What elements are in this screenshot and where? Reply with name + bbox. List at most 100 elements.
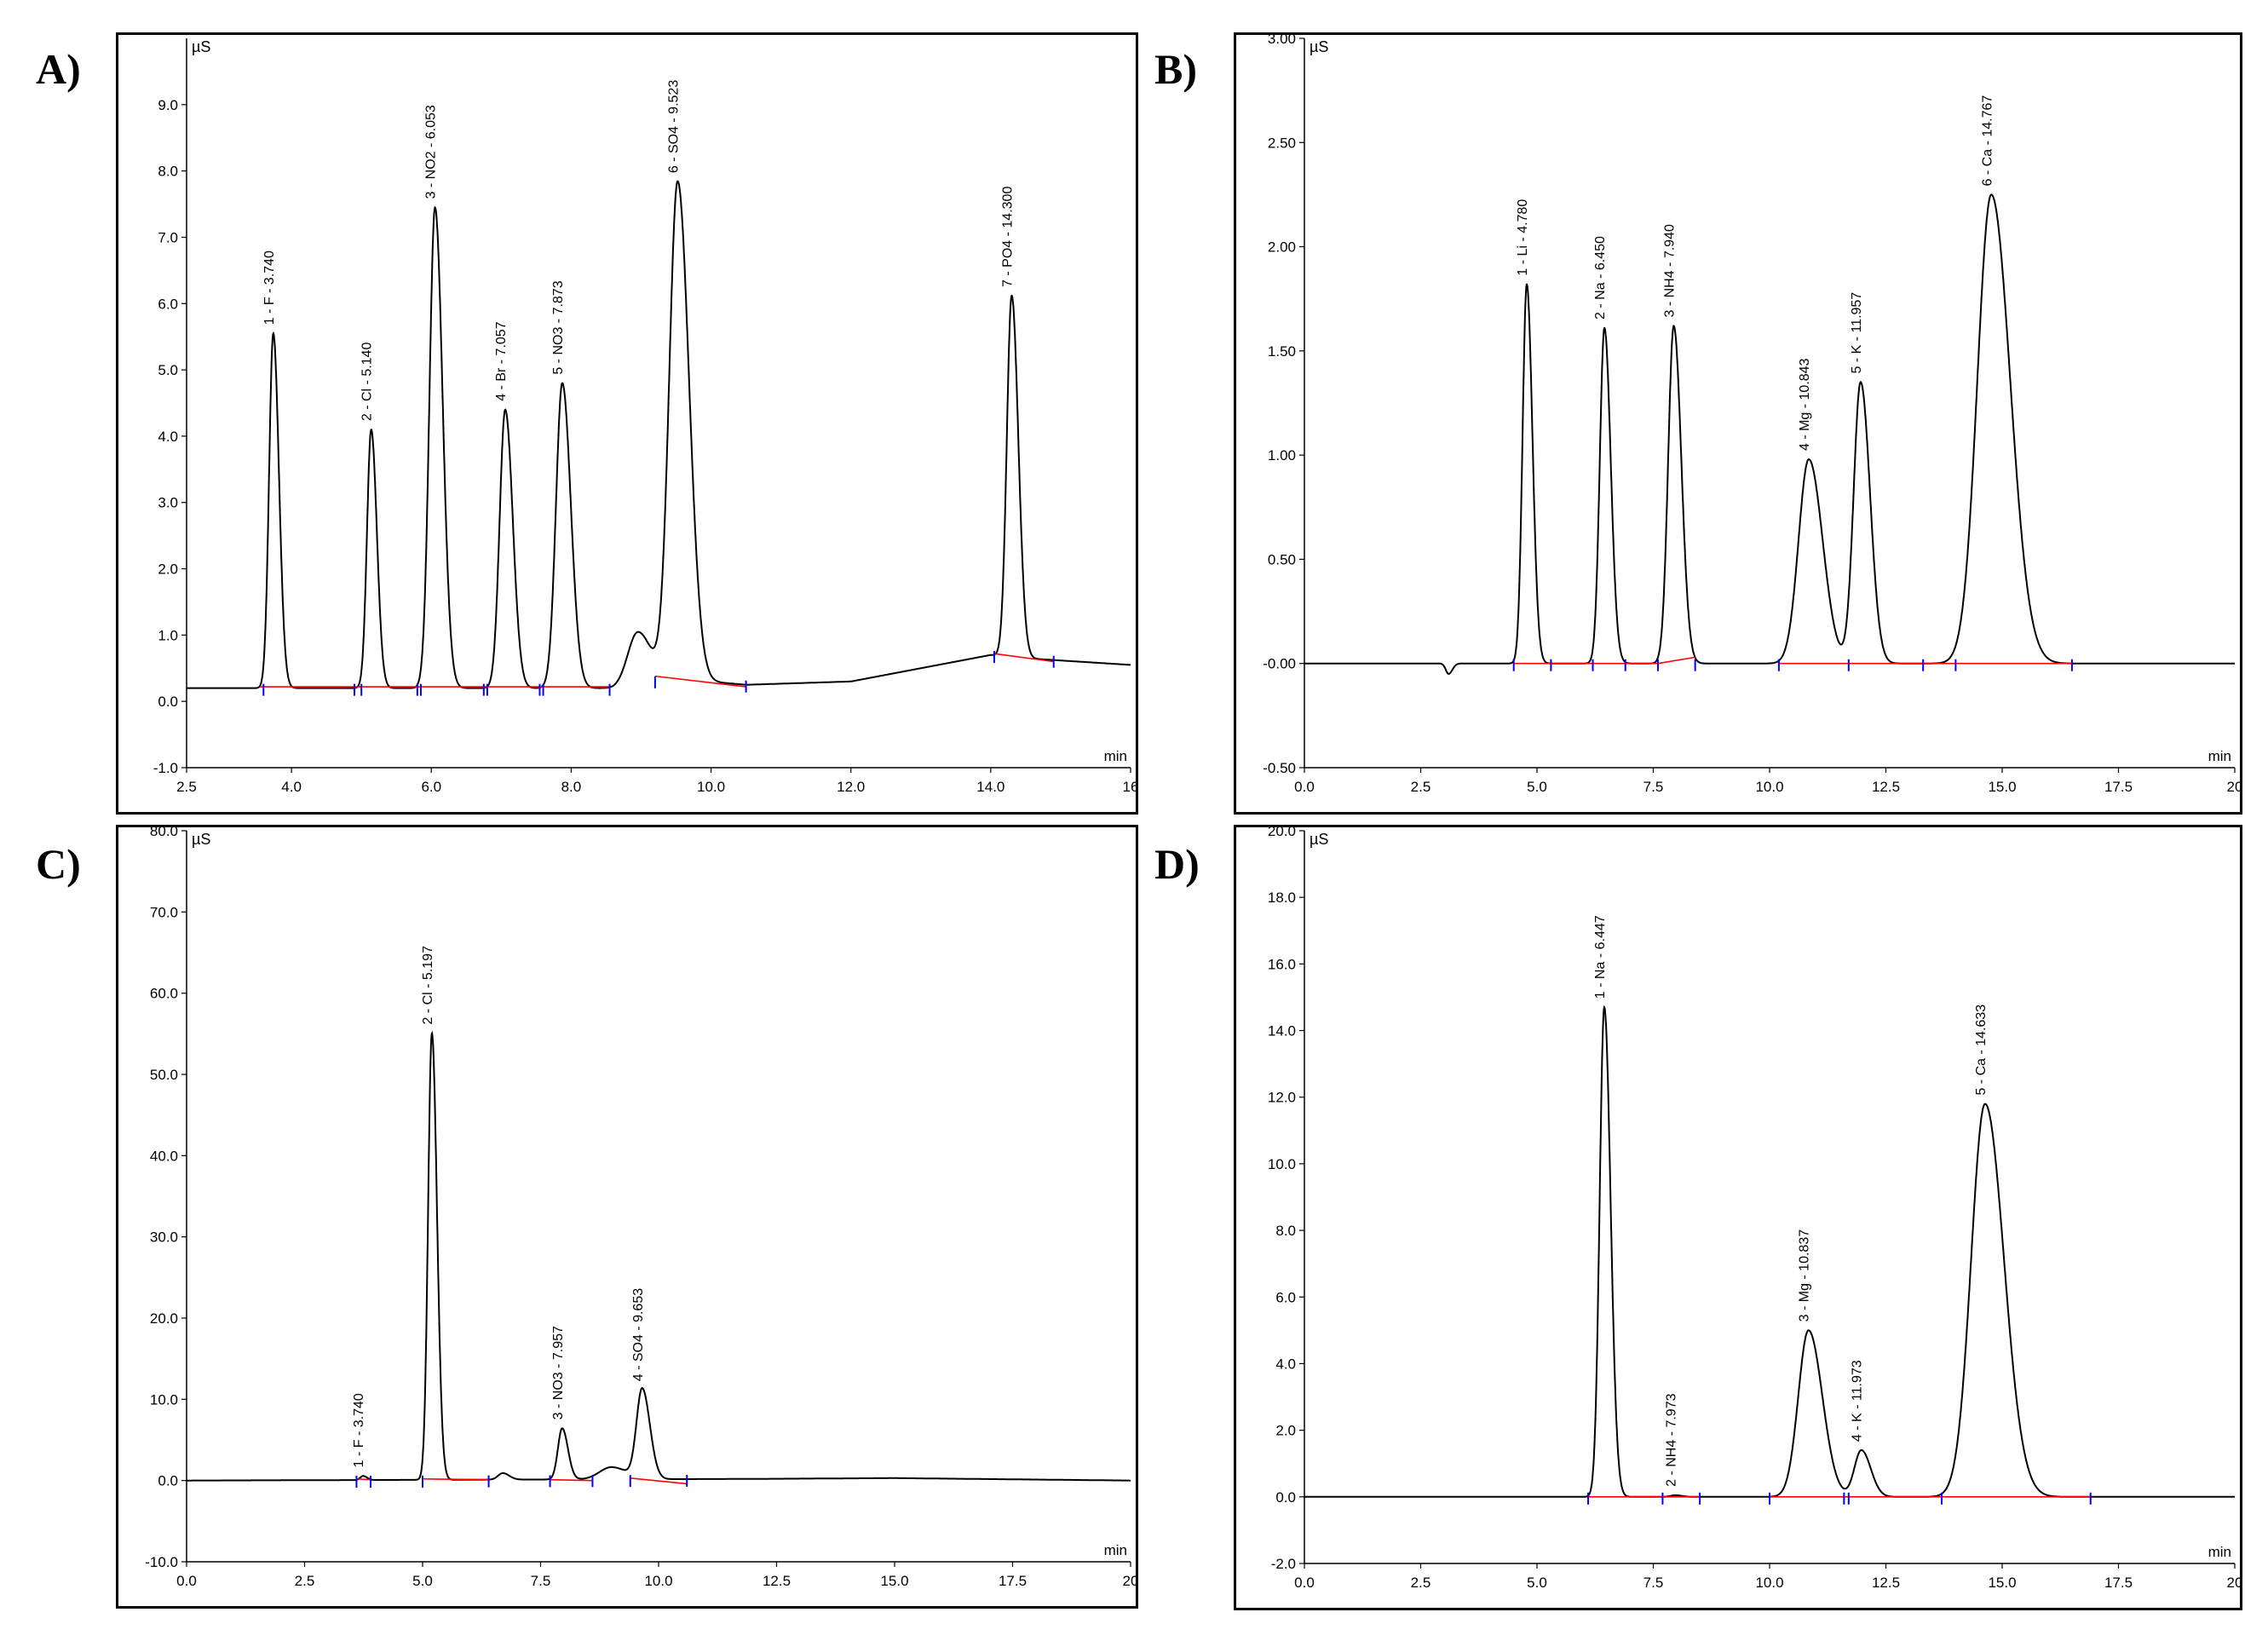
y-tick-label: 20.0 xyxy=(1268,827,1296,839)
y-tick-label: -1.0 xyxy=(153,760,178,776)
x-tick-label: 2.5 xyxy=(1411,1575,1431,1591)
y-tick-label: 0.0 xyxy=(158,1473,178,1489)
x-tick-label: 10.0 xyxy=(1755,1575,1783,1591)
chromatogram-a-svg: -1.0 0.0 1.0 2.0 3.0 4.0 5.0 6.0 7.0 8.0 9.0 2.5 4.0… xyxy=(153,38,1136,795)
x-tick-label: 4.0 xyxy=(281,779,302,795)
x-tick-label: 5.0 xyxy=(412,1573,433,1589)
x-tick-label: 12.0 xyxy=(837,779,865,795)
x-tick-label: 7.5 xyxy=(1643,779,1664,795)
peak-label: 1 - Li - 4.780 xyxy=(1516,199,1530,276)
integration-baseline xyxy=(550,1478,593,1482)
y-tick-label: 4.0 xyxy=(1275,1356,1296,1372)
peak-label: 1 - F - 3.740 xyxy=(262,250,277,325)
y-unit-label: µS xyxy=(1310,38,1328,55)
x-axis-label: min xyxy=(1104,748,1127,764)
integration-baseline xyxy=(1657,656,1695,665)
x-tick-label: 15.0 xyxy=(1988,779,2016,795)
y-tick-label: 3.00 xyxy=(1268,35,1296,47)
x-tick-label: 0.0 xyxy=(176,1573,197,1589)
x-tick-label: 7.5 xyxy=(1643,1575,1664,1591)
x-tick-label: 0.0 xyxy=(1294,779,1315,795)
peak-label: 4 - K - 11.973 xyxy=(1851,1360,1865,1442)
x-tick-label: 2.5 xyxy=(295,1573,315,1589)
peak-label: 4 - Mg - 10.843 xyxy=(1798,358,1812,451)
y-tick-label: 4.0 xyxy=(158,429,178,445)
y-tick-label: 8.0 xyxy=(1275,1223,1296,1239)
x-axis-label: min xyxy=(2208,1544,2231,1560)
peak-label: 2 - Na - 6.450 xyxy=(1593,236,1608,320)
peak-label: 5 - Ca - 14.633 xyxy=(1974,1005,1989,1096)
x-tick-label: 12.5 xyxy=(1872,1575,1900,1591)
chromatogram-trace xyxy=(187,1030,1131,1482)
x-tick-label: 15.0 xyxy=(1988,1575,2016,1591)
x-tick-label: 7.5 xyxy=(531,1573,551,1589)
y-tick-label: 40.0 xyxy=(150,1148,178,1164)
peak-label: 3 - NH4 - 7.940 xyxy=(1663,224,1678,317)
peak-label: 6 - SO4 - 9.523 xyxy=(666,80,681,173)
peak-label: 3 - Mg - 10.837 xyxy=(1798,1229,1812,1322)
x-tick-label: 10.0 xyxy=(644,1573,672,1589)
x-tick-label: 14.0 xyxy=(976,779,1004,795)
y-tick-label: 50.0 xyxy=(150,1067,178,1083)
integration-baseline xyxy=(654,675,746,688)
y-tick-label: -10.0 xyxy=(145,1554,178,1570)
x-tick-label: 20 xyxy=(2227,779,2240,795)
x-tick-label: 15.0 xyxy=(880,1573,908,1589)
y-tick-label: 12.0 xyxy=(1268,1090,1296,1106)
y-tick-label: 6.0 xyxy=(158,296,178,312)
chromatogram-panel-c: -10.0 0.0 10.0 20.0 30.0 40.0 50.0 60.0 70.0 80.0… xyxy=(116,825,1138,1609)
y-tick-label: 30.0 xyxy=(150,1229,178,1246)
y-tick-label: 20.0 xyxy=(150,1310,178,1327)
y-tick-label: -2.0 xyxy=(1271,1556,1296,1572)
x-tick-label: 20 xyxy=(1123,1573,1136,1589)
x-axis-label: min xyxy=(2208,748,2231,764)
y-tick-label: 3.0 xyxy=(158,495,178,511)
panel-letter-c: C) xyxy=(36,840,81,888)
y-tick-label: 0.50 xyxy=(1268,551,1296,567)
chromatogram-d-svg: -2.0 0.0 2.0 4.0 6.0 8.0 10.0 12.0 14.0 16.0 18.0 2… xyxy=(1268,827,2240,1591)
y-tick-label: 1.00 xyxy=(1268,447,1296,464)
y-tick-label: 2.00 xyxy=(1268,239,1296,256)
x-tick-label: 2.5 xyxy=(1411,779,1431,795)
panel-letter-a: A) xyxy=(36,45,81,93)
peak-label: 5 - K - 11.957 xyxy=(1850,292,1864,374)
y-tick-label: 14.0 xyxy=(1268,1023,1296,1039)
y-tick-label: 0.0 xyxy=(1275,1489,1296,1506)
peak-label: 4 - SO4 - 9.653 xyxy=(631,1288,646,1381)
x-tick-label: 12.5 xyxy=(1872,779,1900,795)
x-tick-label: 10.0 xyxy=(1755,779,1783,795)
x-tick-label: 8.0 xyxy=(561,779,582,795)
chromatogram-c-svg: -10.0 0.0 10.0 20.0 30.0 40.0 50.0 60.0 70.0 80.0… xyxy=(145,827,1136,1589)
panel-letter-d: D) xyxy=(1154,840,1200,888)
y-tick-label: 1.0 xyxy=(158,627,178,643)
peak-label: 1 - F - 3.740 xyxy=(352,1393,366,1467)
y-tick-label: 1.50 xyxy=(1268,343,1296,360)
y-tick-label: 2.0 xyxy=(1275,1423,1296,1439)
x-tick-label: 17.5 xyxy=(999,1573,1027,1589)
chromatogram-panel-b: -0.50 -0.00 0.50 1.00 1.50 2.00 2.50 3.00 0.0 2.5… xyxy=(1234,32,2242,815)
x-tick-label: 0.0 xyxy=(1294,1575,1315,1591)
y-tick-label: 18.0 xyxy=(1268,890,1296,906)
y-tick-label: 70.0 xyxy=(150,904,178,920)
y-tick-label: 8.0 xyxy=(158,164,178,180)
y-tick-label: 60.0 xyxy=(150,986,178,1002)
x-tick-label: 10.0 xyxy=(697,779,725,795)
x-tick-label: 17.5 xyxy=(2104,779,2133,795)
x-tick-label: 16 xyxy=(1123,779,1136,795)
chromatogram-trace xyxy=(187,180,1131,689)
peak-label: 1 - Na - 6.447 xyxy=(1593,915,1608,999)
x-tick-label: 17.5 xyxy=(2104,1575,2133,1591)
y-unit-label: µS xyxy=(192,38,210,55)
x-axis-label: min xyxy=(1104,1542,1127,1558)
y-tick-label: 0.0 xyxy=(158,694,178,710)
peak-label: 5 - NO3 - 7.873 xyxy=(551,280,566,374)
x-tick-label: 5.0 xyxy=(1527,1575,1547,1591)
y-unit-label: µS xyxy=(1310,831,1328,848)
y-tick-label: 5.0 xyxy=(158,362,178,378)
peak-label: 3 - NO2 - 6.053 xyxy=(424,105,439,199)
peak-label: 3 - NO3 - 7.957 xyxy=(551,1326,566,1419)
peak-label: 2 - Cl - 5.140 xyxy=(360,343,375,422)
chromatogram-b-svg: -0.50 -0.00 0.50 1.00 1.50 2.00 2.50 3.00 0.0 2.5… xyxy=(1263,35,2240,795)
x-tick-label: 6.0 xyxy=(421,779,441,795)
y-tick-label: 9.0 xyxy=(158,97,178,113)
